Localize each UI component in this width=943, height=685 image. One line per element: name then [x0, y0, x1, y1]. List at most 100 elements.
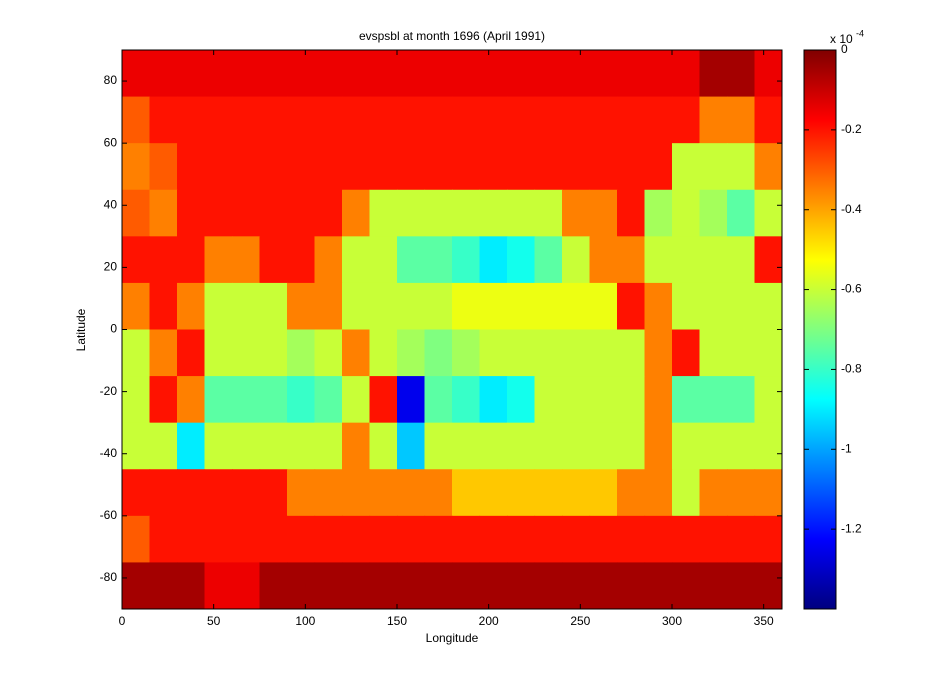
contour-cell [204, 422, 233, 470]
contour-cell [149, 376, 178, 424]
contour-cell [699, 422, 728, 470]
colorbar-tick-label: -0.6 [841, 282, 862, 296]
contour-cell [177, 236, 206, 284]
contour-cell [479, 376, 508, 424]
contour-cell [507, 282, 536, 331]
x-tick-label: 300 [662, 614, 682, 628]
contour-cell [259, 515, 288, 564]
contour-cell [534, 329, 563, 377]
contour-cell [479, 469, 508, 517]
contour-cell [149, 422, 178, 470]
contour-cell [644, 282, 673, 331]
contour-cell [122, 189, 151, 237]
contour-cell [397, 143, 426, 191]
contour-cell [672, 515, 701, 564]
contour-cell [204, 96, 233, 144]
contour-cell [397, 469, 426, 517]
contour-cell [424, 562, 453, 609]
contour-cell [617, 562, 646, 609]
contour-cell [177, 189, 206, 237]
contour-cell [177, 143, 206, 191]
contour-cell [452, 189, 481, 237]
contour-cell [507, 515, 536, 564]
contour-cell [342, 189, 371, 237]
contour-cell [314, 376, 343, 424]
contour-cell [397, 50, 426, 98]
contour-cell [369, 96, 398, 144]
contour-cell [122, 96, 151, 144]
contour-cell [424, 143, 453, 191]
y-tick-label: 60 [104, 135, 118, 149]
contour-cell [727, 96, 756, 144]
y-tick-label: 0 [110, 322, 117, 336]
contour-cell [672, 143, 701, 191]
contour-cell [397, 189, 426, 237]
contour-cell [534, 96, 563, 144]
contour-cell [424, 236, 453, 284]
contour-cell [369, 189, 398, 237]
contour-cell [259, 236, 288, 284]
contour-cell [699, 236, 728, 284]
contour-cell [644, 376, 673, 424]
contour-cell [122, 143, 151, 191]
contour-cell [617, 282, 646, 331]
contour-cell [177, 562, 206, 609]
contour-cell [259, 143, 288, 191]
contour-cell [562, 376, 591, 424]
contour-cell [727, 143, 756, 191]
colorbar-scale: x 10 [830, 32, 853, 46]
contour-cell [314, 515, 343, 564]
contour-cell [617, 469, 646, 517]
contour-cell [727, 50, 756, 98]
contour-cell [452, 329, 481, 377]
contour-cell [369, 236, 398, 284]
contour-cell [589, 96, 618, 144]
contour-cell [122, 282, 151, 331]
contour-cell [754, 562, 782, 609]
contour-cell [204, 562, 233, 609]
contour-cell [287, 189, 316, 237]
contour-cell [672, 236, 701, 284]
colorbar-tick-label: -0.2 [841, 122, 862, 136]
contour-cell [754, 189, 782, 237]
contour-cell [177, 469, 206, 517]
contour-cell [754, 515, 782, 564]
contour-cell [397, 422, 426, 470]
contour-cell [287, 143, 316, 191]
contour-cell [149, 143, 178, 191]
contour-cell [122, 236, 151, 284]
contour-cell [397, 236, 426, 284]
contour-cell [424, 515, 453, 564]
contour-cell [534, 376, 563, 424]
contour-cell [177, 515, 206, 564]
contour-cell [754, 143, 782, 191]
contour-cell [507, 50, 536, 98]
contour-cell [177, 282, 206, 331]
contour-cell [589, 236, 618, 284]
contour-cell [424, 50, 453, 98]
contour-cell [287, 469, 316, 517]
contour-cell [452, 469, 481, 517]
contour-cell [314, 189, 343, 237]
contour-cell [644, 515, 673, 564]
contour-cell [204, 376, 233, 424]
contour-cell [122, 422, 151, 470]
contour-cell [342, 469, 371, 517]
contour-cell [232, 50, 261, 98]
contour-cell [232, 143, 261, 191]
contour-cell [314, 562, 343, 609]
contour-cell [232, 469, 261, 517]
contour-cell [287, 282, 316, 331]
contour-cell [314, 96, 343, 144]
contour-cell [149, 236, 178, 284]
contour-cell [479, 562, 508, 609]
contour-cell [397, 376, 426, 424]
x-tick-label: 350 [754, 614, 774, 628]
contour-cell [259, 189, 288, 237]
contour-cell [644, 236, 673, 284]
y-tick-label: -40 [100, 446, 118, 460]
contour-cell [562, 422, 591, 470]
contour-cell [204, 143, 233, 191]
contour-cell [287, 96, 316, 144]
